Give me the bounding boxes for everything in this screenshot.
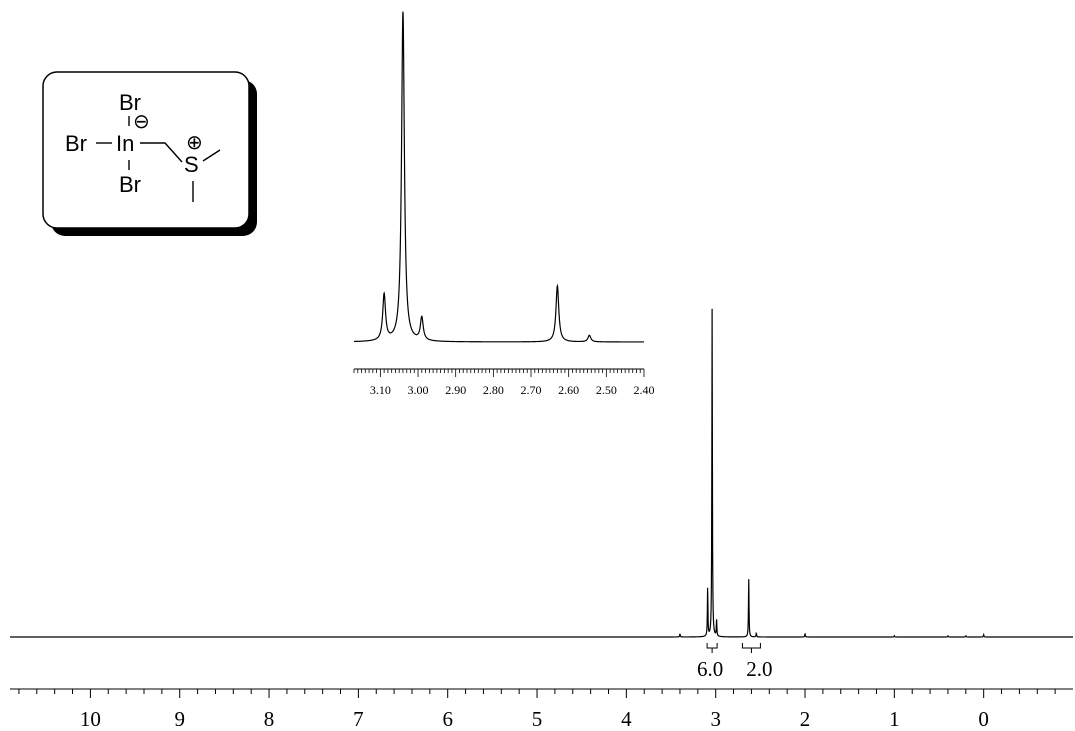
inset-axis-tick-label: 3.00 xyxy=(408,383,429,397)
inset-axis-tick-label: 2.60 xyxy=(558,383,579,397)
inset-axis-tick-label: 2.80 xyxy=(483,383,504,397)
main-axis-tick-label: 8 xyxy=(264,707,275,731)
inset-axis-tick-label: 3.10 xyxy=(370,383,391,397)
integral-bracket xyxy=(706,643,718,653)
atom-indium: In xyxy=(116,131,134,156)
main-axis-tick-label: 0 xyxy=(978,707,989,731)
main-axis-tick-label: 2 xyxy=(800,707,811,731)
atom-br-left: Br xyxy=(65,131,87,156)
main-x-axis-ticks: 10 9 8 7 6 5 4 3 2 1 0 xyxy=(18,689,1056,731)
atom-sulfur: S xyxy=(184,152,199,177)
main-spectrum-trace xyxy=(10,308,1073,638)
main-axis-tick-label: 1 xyxy=(889,707,900,731)
integral-marks: 6.0 2.0 xyxy=(697,643,773,681)
integral-bracket xyxy=(741,643,761,653)
integral-value: 2.0 xyxy=(746,657,772,681)
inset-spectrum-trace xyxy=(354,11,644,343)
inset-axis-tick-label: 2.40 xyxy=(634,383,655,397)
atom-br-top: Br xyxy=(119,90,141,115)
bond-s-methyl-right xyxy=(202,149,221,162)
integral-value: 6.0 xyxy=(697,657,723,681)
inset-axis-tick-label: 2.70 xyxy=(521,383,542,397)
main-axis-tick-label: 3 xyxy=(710,707,721,731)
structure-box-frame xyxy=(42,71,250,229)
main-axis-tick-label: 10 xyxy=(80,707,101,731)
main-axis-tick-label: 6 xyxy=(442,707,453,731)
main-axis-tick-label: 9 xyxy=(174,707,185,731)
sulfur-charge: ⊕ xyxy=(186,132,203,154)
indium-charge: ⊖ xyxy=(133,111,150,133)
inset-spectrum: 3.10 3.00 2.90 2.80 2.70 2.60 2.50 2.40 xyxy=(353,11,655,397)
bond-in-ch2-s xyxy=(140,142,183,163)
main-axis-tick-label: 7 xyxy=(353,707,364,731)
main-spectrum: 6.0 2.0 10 9 8 7 6 5 4 3 2 1 0 xyxy=(10,308,1073,731)
structure-box: Br Br In Br S ⊖ ⊕ xyxy=(42,71,257,236)
inset-axis-tick-label: 2.90 xyxy=(445,383,466,397)
atom-br-bottom: Br xyxy=(119,172,141,197)
inset-x-axis-ticks: 3.10 3.00 2.90 2.80 2.70 2.60 2.50 2.40 xyxy=(353,369,655,397)
inset-axis-tick-label: 2.50 xyxy=(596,383,617,397)
main-axis-tick-label: 5 xyxy=(532,707,543,731)
main-axis-tick-label: 4 xyxy=(621,707,632,731)
